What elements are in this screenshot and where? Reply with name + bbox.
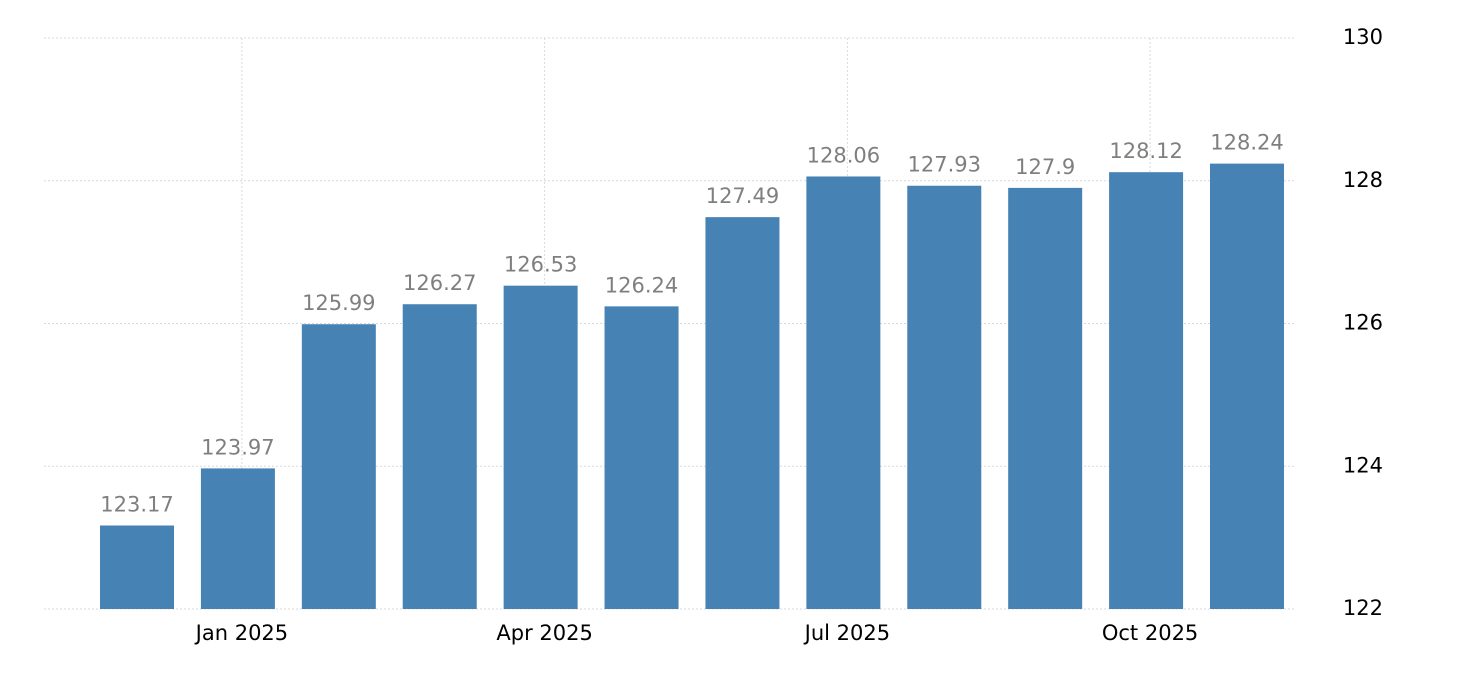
x-tick-label: Jan 2025 <box>194 621 289 645</box>
bar <box>200 468 275 609</box>
x-tick-label: Apr 2025 <box>496 621 592 645</box>
data-labels: 123.17 123.97 125.99 126.27 126.53 126.24 127.… <box>100 131 1283 517</box>
data-label: 123.97 <box>201 435 274 459</box>
data-label: 126.24 <box>605 273 678 297</box>
data-label: 128.24 <box>1210 131 1283 155</box>
data-label: 125.99 <box>302 291 375 315</box>
bar <box>1109 172 1184 609</box>
x-tick-label: Oct 2025 <box>1102 621 1198 645</box>
data-label: 123.17 <box>100 492 173 516</box>
data-label: 128.12 <box>1109 139 1182 163</box>
bars <box>100 163 1284 609</box>
bar <box>604 306 679 609</box>
y-axis: 122 124 126 128 130 <box>1343 25 1383 620</box>
x-axis: Jan 2025 Apr 2025 Jul 2025 Oct 2025 <box>194 621 1199 645</box>
bar <box>705 217 780 609</box>
bar <box>907 185 982 609</box>
data-label: 127.49 <box>706 184 779 208</box>
bar <box>1008 187 1083 609</box>
y-tick-label: 122 <box>1343 596 1383 620</box>
bar <box>100 525 174 609</box>
bar <box>806 176 881 609</box>
y-tick-label: 124 <box>1343 453 1383 477</box>
bar <box>1210 163 1284 609</box>
bar <box>402 304 477 609</box>
y-tick-label: 128 <box>1343 168 1383 192</box>
bar <box>301 324 376 609</box>
data-label: 127.9 <box>1015 155 1075 179</box>
y-tick-label: 130 <box>1343 25 1383 49</box>
x-tick-label: Jul 2025 <box>803 621 890 645</box>
data-label: 128.06 <box>807 143 880 167</box>
data-label: 126.27 <box>403 271 476 295</box>
bar <box>503 285 578 609</box>
data-label: 126.53 <box>504 253 577 277</box>
y-tick-label: 126 <box>1343 311 1383 335</box>
data-label: 127.93 <box>908 153 981 177</box>
